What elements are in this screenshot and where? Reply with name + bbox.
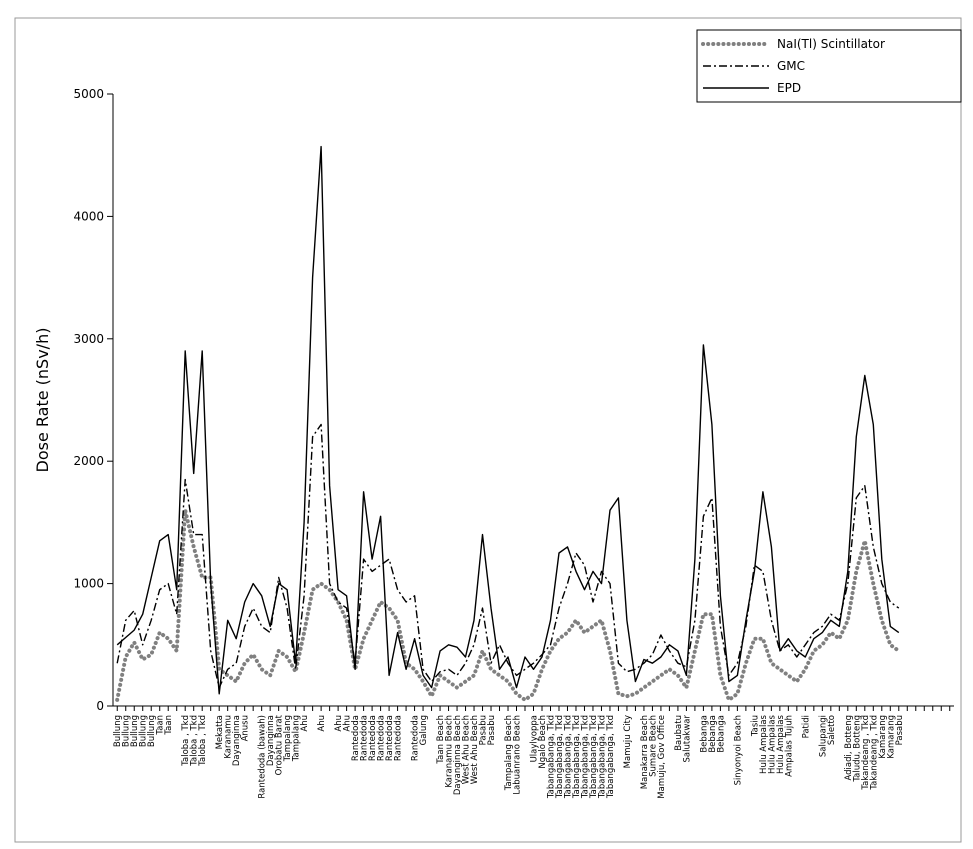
x-tick-label: Orobatu Barat — [275, 714, 285, 775]
x-tick-label: Hulu Ampalas — [776, 714, 786, 773]
x-tick-label: Sinyonyoi Beach — [733, 715, 743, 785]
x-tick-label: Tampalang — [292, 715, 302, 762]
x-tick-label: Pasabu — [479, 715, 489, 745]
x-tick-label: Takandeang , Tkd — [861, 715, 871, 791]
y-tick-label: 2000 — [73, 454, 104, 468]
x-tick-label: Tasiu — [750, 715, 760, 737]
x-tick-label: Bebanga — [716, 715, 726, 753]
x-tick-label: Dayanginna — [232, 715, 242, 766]
x-tick-label: Taloba , Tkd — [198, 715, 208, 767]
x-tick-label: Rantedoda (bawah) — [258, 715, 268, 799]
x-tick-label: Rantedoda — [377, 715, 387, 761]
x-tick-label: Ahu — [300, 715, 310, 732]
x-tick-label: Tampalang Beach — [504, 715, 514, 791]
x-tick-label: Tabangabanga, Tkd — [555, 715, 565, 799]
x-tick-label: Sumare Beach — [648, 715, 658, 777]
x-tick-label: Tabangabanga, Tkd — [589, 715, 599, 799]
x-tick-label: Bullung — [130, 715, 140, 747]
x-tick-label: Kamarang — [886, 715, 896, 759]
x-tick-label: Rantedoda — [394, 715, 404, 761]
x-tick-label: Salutakwar — [682, 715, 692, 763]
y-axis-label: Dose Rate (nSv/h) — [33, 328, 52, 473]
x-tick-label: Tabangabanga, Tkd — [580, 715, 590, 799]
x-tick-label: Taloba , Tkd — [190, 715, 200, 767]
x-tick-label: Taan — [164, 715, 174, 736]
x-tick-label: Bullung — [122, 715, 132, 747]
x-tick-label: Bullung — [147, 715, 157, 747]
x-tick-label: Saletto — [827, 715, 837, 745]
series-line — [116, 145, 900, 695]
y-tick-label: 4000 — [73, 209, 104, 223]
x-tick-label: Ahu — [343, 715, 353, 732]
legend-label: EPD — [777, 81, 801, 95]
x-tick-label: Baubatu — [674, 715, 684, 751]
x-tick-label: Takandeang , Tkd — [869, 715, 879, 791]
x-tick-label: West Ahu Beach — [462, 715, 472, 784]
x-tick-label: Tampalang — [283, 715, 293, 762]
series-line — [116, 423, 900, 689]
x-tick-label: Adiadi, Botteng — [844, 715, 854, 781]
y-tick-label: 0 — [96, 699, 104, 713]
x-tick-label: West Ahu Beach — [470, 715, 480, 784]
frame — [14, 17, 962, 843]
x-tick-label: Mekatta — [215, 715, 225, 749]
x-tick-label: Mamuju City — [623, 715, 633, 768]
x-tick-label: Rantedoda — [351, 715, 361, 761]
x-tick-label: Tabangabanga, Tkd — [606, 715, 616, 799]
x-tick-label: Taan Beach — [436, 715, 446, 765]
y-tick-label: 5000 — [73, 87, 104, 101]
x-tick-label: Patidi — [801, 715, 811, 738]
x-tick-label: Taloba , Tkd — [181, 715, 191, 767]
x-tick-label: Dayanginna Beach — [453, 715, 463, 795]
x-tick-label: Hulu Ampalas — [759, 714, 769, 773]
x-tick-label: Ulaylyoppa — [530, 715, 540, 762]
x-tick-label: Hulu Ampalas — [767, 714, 777, 773]
x-tick-label: Rantedoda — [411, 715, 421, 761]
x-tick-label: Anusu — [241, 715, 251, 741]
y-tick-label: 3000 — [73, 332, 104, 346]
x-tick-label: Pasabu — [487, 715, 497, 745]
x-tick-label: Ngalo Beach — [538, 715, 548, 769]
x-tick-label: Mamuju, Gov Office — [657, 715, 667, 799]
x-tick-label: Kamarang — [878, 715, 888, 759]
x-tick-label: Tabangabanga, Tkd — [563, 715, 573, 799]
x-tick-label: Karanamu — [224, 715, 234, 759]
x-tick-label: Ahu — [334, 715, 344, 732]
x-tick-label: Bebanga — [708, 715, 718, 753]
x-tick-label: Tabangabanga, Tkd — [546, 715, 556, 799]
x-tick-label: Rantedoda — [368, 715, 378, 761]
x-tick-label: Pasabu — [895, 715, 905, 745]
x-tick-label: Salupangi — [818, 715, 828, 757]
series-line — [115, 508, 901, 702]
x-tick-label: Dayanginna — [266, 715, 276, 766]
x-tick-label: Ahu — [317, 715, 327, 732]
x-tick-label: Taludu, Botteng — [852, 715, 862, 783]
x-tick-label: Taan — [156, 715, 166, 736]
x-tick-label: Tabangabanga, Tkd — [572, 715, 582, 799]
x-tick-label: Bebanga — [699, 715, 709, 753]
legend-label: NaI(Tl) Scintillator — [777, 37, 885, 51]
x-tick-label: Manakarra Beach — [640, 715, 650, 789]
x-tick-label: Bullung — [139, 715, 149, 747]
x-tick-label: Rantedoda — [360, 715, 370, 761]
x-tick-label: Ampalas Tujuh — [784, 715, 794, 777]
y-tick-label: 1000 — [73, 577, 104, 591]
x-tick-label: Galung — [419, 715, 429, 745]
x-tick-label: Labuanrano Beach — [513, 715, 523, 795]
x-tick-label: Tabangabanga, Tkd — [597, 715, 607, 799]
x-tick-label: Karanamu Beach — [445, 715, 455, 788]
legend-label: GMC — [777, 59, 805, 73]
x-tick-label: Bullung — [113, 715, 123, 747]
x-tick-label: Rantedoda — [385, 715, 395, 761]
